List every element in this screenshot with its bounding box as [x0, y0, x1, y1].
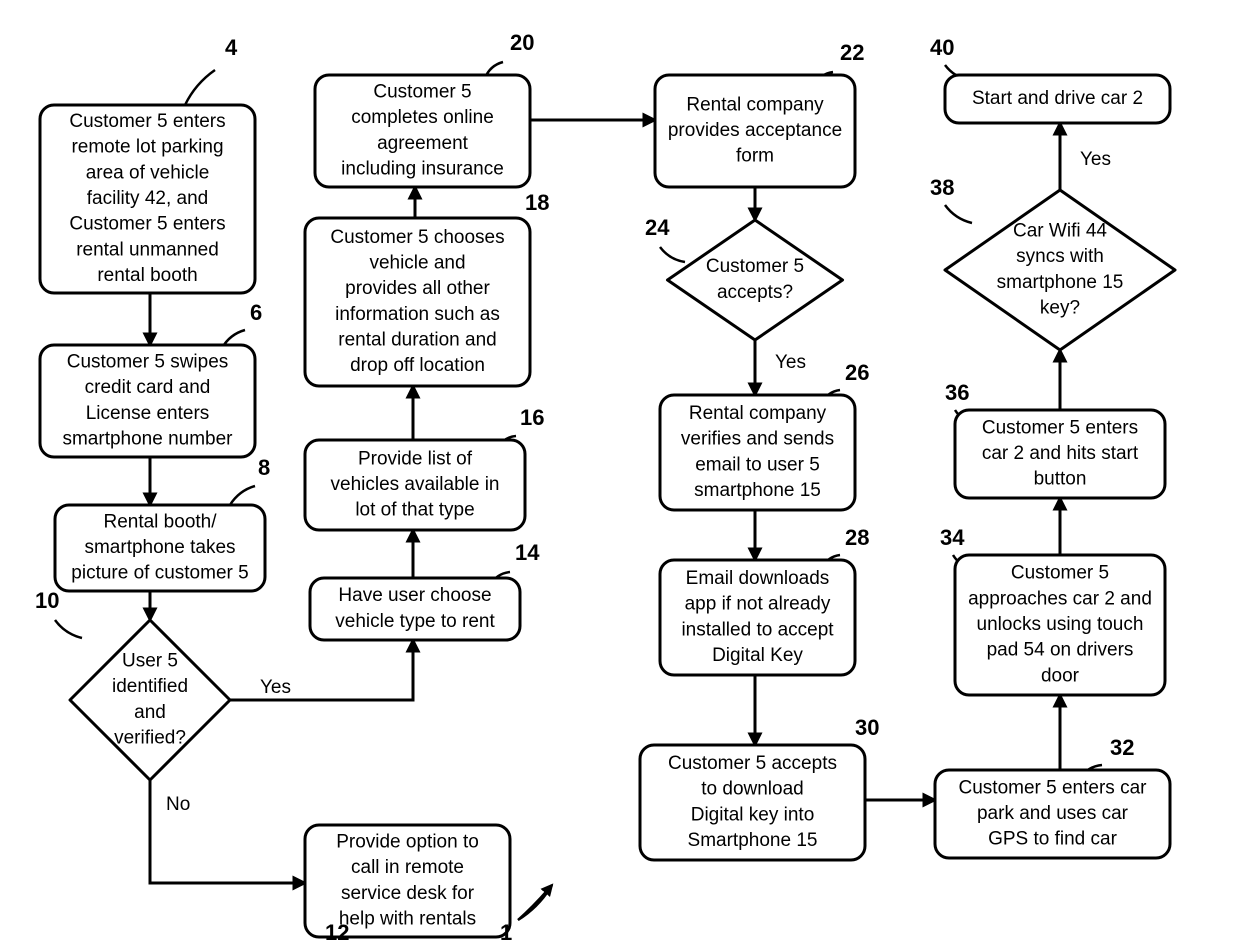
- node-ref-label: 36: [945, 380, 969, 405]
- figure-label: 1: [500, 920, 512, 945]
- node-ref-label: 22: [840, 40, 864, 65]
- label-leader: [55, 620, 82, 638]
- node-n22: Rental companyprovides acceptanceform: [655, 75, 855, 187]
- node-ref-label: 28: [845, 525, 869, 550]
- node-ref-label: 40: [930, 35, 954, 60]
- node-ref-label: 12: [325, 920, 349, 945]
- node-ref-label: 10: [35, 588, 59, 613]
- flowchart-canvas: No Yes Yes Yes Customer 5 entersremote lot p…: [0, 0, 1240, 951]
- node-n26: Rental companyverifies and sendsemail to…: [660, 395, 855, 510]
- node-ref-label: 8: [258, 455, 270, 480]
- node-n34: Customer 5approaches car 2 andunlocks us…: [955, 555, 1165, 695]
- edge-label: Yes: [260, 677, 291, 698]
- node-n14: Have user choosevehicle type to rent: [310, 578, 520, 640]
- node-n8: Rental booth/smartphone takespicture of …: [55, 505, 265, 591]
- node-ref-label: 32: [1110, 735, 1134, 760]
- edge-label: Yes: [775, 352, 806, 373]
- node-n32: Customer 5 enters carpark and uses carGP…: [935, 770, 1170, 858]
- node-ref-label: 16: [520, 405, 544, 430]
- edge-label: Yes: [1080, 149, 1111, 170]
- node-text: Start and drive car 2: [972, 88, 1143, 109]
- node-n24: Customer 5accepts?: [668, 220, 843, 340]
- node-ref-label: 6: [250, 300, 262, 325]
- node-n38: Car Wifi 44syncs withsmartphone 15key?: [945, 190, 1175, 350]
- label-leader: [945, 205, 972, 223]
- label-leader: [230, 486, 255, 505]
- node-ref-label: 14: [515, 540, 540, 565]
- node-ref-label: 20: [510, 30, 534, 55]
- node-ref-label: 4: [225, 35, 238, 60]
- figure-label-leader: [518, 885, 552, 920]
- node-ref-label: 34: [940, 525, 965, 550]
- flow-edge: [230, 640, 413, 700]
- node-n18: Customer 5 choosesvehicle andprovides al…: [305, 218, 530, 386]
- node-ref-label: 38: [930, 175, 954, 200]
- edge-label: No: [166, 794, 190, 815]
- node-ref-label: 18: [525, 190, 549, 215]
- node-ref-label: 26: [845, 360, 869, 385]
- node-ref-label: 30: [855, 715, 879, 740]
- label-leader: [185, 70, 215, 105]
- node-n20: Customer 5completes onlineagreementinclu…: [315, 75, 530, 187]
- node-ref-label: 24: [645, 215, 670, 240]
- node-n10: User 5identifiedandverified?: [70, 620, 230, 780]
- node-n4: Customer 5 entersremote lot parkingarea …: [40, 105, 255, 293]
- node-n6: Customer 5 swipescredit card andLicense …: [40, 345, 255, 457]
- node-n16: Provide list ofvehicles available inlot …: [305, 440, 525, 530]
- node-n36: Customer 5 enterscar 2 and hits startbut…: [955, 410, 1165, 498]
- node-n40: Start and drive car 2: [945, 75, 1170, 123]
- label-leader: [660, 247, 685, 262]
- node-text: Customer 5 entersremote lot parkingarea …: [69, 111, 225, 286]
- node-n30: Customer 5 acceptsto downloadDigital key…: [640, 745, 865, 860]
- node-n28: Email downloadsapp if not alreadyinstall…: [660, 560, 855, 675]
